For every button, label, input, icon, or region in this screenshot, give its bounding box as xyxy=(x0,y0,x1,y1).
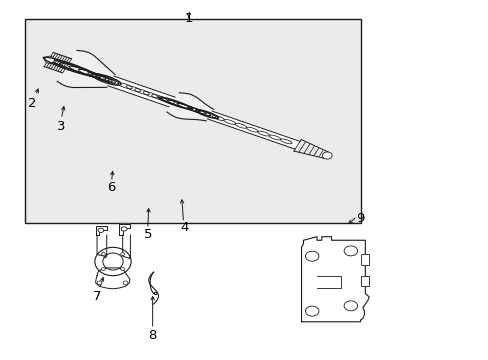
Polygon shape xyxy=(95,226,106,235)
Circle shape xyxy=(102,267,105,270)
Circle shape xyxy=(123,281,128,284)
Circle shape xyxy=(121,227,127,231)
Bar xyxy=(24,19,360,222)
Circle shape xyxy=(98,228,103,233)
Polygon shape xyxy=(108,76,176,107)
Circle shape xyxy=(121,267,124,270)
Bar xyxy=(361,255,368,265)
Text: 5: 5 xyxy=(143,229,152,242)
Bar xyxy=(361,276,368,286)
Text: 3: 3 xyxy=(57,120,65,133)
Text: 4: 4 xyxy=(180,221,188,234)
Text: 2: 2 xyxy=(27,97,36,110)
Circle shape xyxy=(97,281,102,284)
Text: 1: 1 xyxy=(184,12,193,25)
Circle shape xyxy=(102,253,105,256)
Circle shape xyxy=(121,253,124,256)
Polygon shape xyxy=(97,235,106,258)
Polygon shape xyxy=(166,93,213,121)
Circle shape xyxy=(322,152,331,159)
Polygon shape xyxy=(95,268,130,289)
Text: 6: 6 xyxy=(107,181,116,194)
Polygon shape xyxy=(119,224,130,235)
Text: 7: 7 xyxy=(93,291,101,303)
Text: 9: 9 xyxy=(356,212,364,225)
Circle shape xyxy=(44,56,54,63)
Ellipse shape xyxy=(95,247,131,276)
Polygon shape xyxy=(57,50,115,87)
Text: 8: 8 xyxy=(148,329,157,342)
Polygon shape xyxy=(207,111,300,149)
Polygon shape xyxy=(301,237,368,322)
